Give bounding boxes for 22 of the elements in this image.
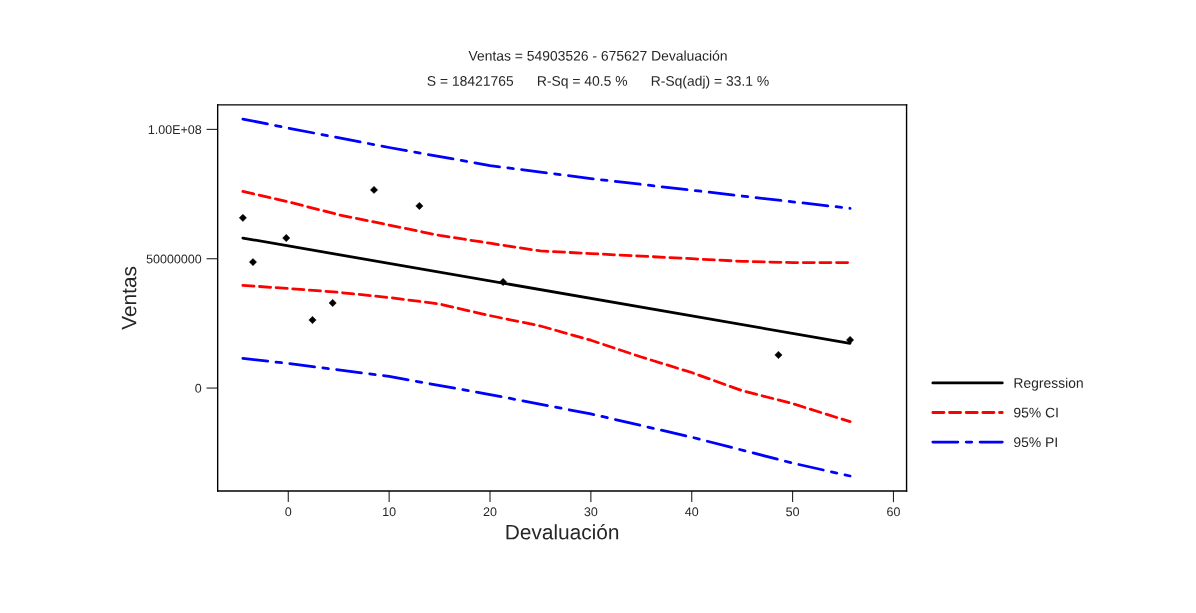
x-tick-label: 10 [383, 507, 396, 517]
x-tick-label: 50 [786, 507, 800, 517]
line-series [241, 283, 852, 424]
x-tick-label: 40 [685, 507, 699, 517]
legend-label: 95% CI [1014, 407, 1058, 418]
x-tick-label: 30 [584, 507, 598, 517]
y-tick-label: 0 [195, 383, 202, 393]
legend-label: 95% PI [1014, 437, 1057, 448]
point [774, 351, 783, 359]
line-series [241, 117, 852, 210]
x-axis-title: Devaluación [506, 523, 619, 540]
legend-label: Regression [1014, 377, 1083, 391]
chart-title: Ventas = 54903526 - 675627 Devaluación [468, 50, 727, 61]
x-tick-label: 20 [483, 507, 497, 517]
x-tick-label: 60 [887, 507, 900, 517]
y-tick-label: 1.00E+08 [148, 125, 202, 135]
line-series [241, 356, 852, 478]
y-tick-label: 50000000 [146, 254, 202, 264]
line-series [241, 190, 852, 264]
chart-subtitle: S = 18421765 R-Sq = 40.5 % R-Sq(adj) = 33.1 % [427, 75, 769, 89]
x-tick-label: 0 [285, 507, 292, 517]
y-axis-title: Ventas [121, 266, 137, 330]
